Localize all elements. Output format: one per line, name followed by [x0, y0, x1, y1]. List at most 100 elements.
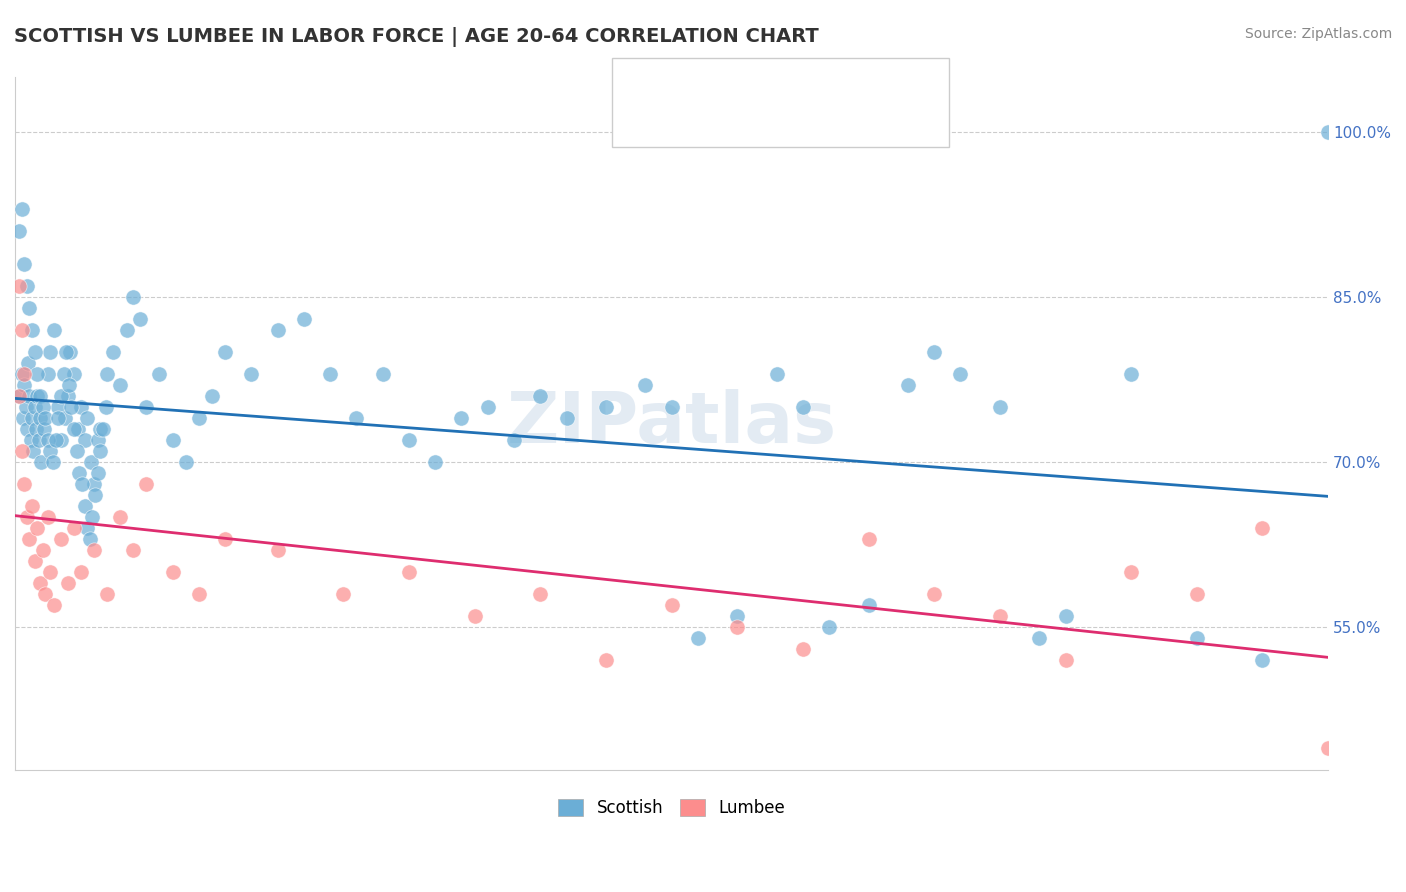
Point: [477, 401, 499, 415]
Point: [18, 301, 41, 316]
Point: [7, 389, 30, 403]
Point: [13, 257, 35, 271]
Point: [266, 543, 288, 558]
Point: [765, 368, 787, 382]
Point: [187, 411, 209, 425]
Point: [858, 598, 880, 612]
Text: ZIPatlas: ZIPatlas: [506, 389, 837, 458]
Point: [27, 368, 49, 382]
Point: [240, 368, 263, 382]
Point: [66, 444, 89, 458]
Point: [73, 499, 96, 513]
Point: [661, 598, 683, 612]
Point: [76, 521, 98, 535]
Point: [725, 609, 748, 624]
Point: [792, 401, 814, 415]
Point: [49, 434, 72, 448]
Point: [58, 378, 80, 392]
Point: [18, 389, 41, 403]
Point: [56, 389, 79, 403]
Point: [503, 434, 526, 448]
Point: [89, 444, 111, 458]
Point: [174, 455, 197, 469]
Point: [84, 488, 107, 502]
Point: [15, 422, 38, 436]
Point: [69, 565, 91, 579]
Point: [67, 466, 90, 480]
Point: [818, 620, 841, 634]
Point: [91, 422, 114, 436]
Point: [1317, 125, 1340, 139]
Point: [858, 532, 880, 546]
Point: [73, 434, 96, 448]
Point: [162, 565, 184, 579]
Point: [10, 202, 32, 217]
Text: 114: 114: [858, 70, 896, 88]
Point: [398, 565, 420, 579]
Point: [56, 576, 79, 591]
Point: [49, 389, 72, 403]
Legend: Scottish, Lumbee: Scottish, Lumbee: [551, 792, 792, 824]
Point: [10, 444, 32, 458]
Text: SCOTTISH VS LUMBEE IN LABOR FORCE | AGE 20-64 CORRELATION CHART: SCOTTISH VS LUMBEE IN LABOR FORCE | AGE …: [14, 27, 818, 46]
Point: [27, 389, 49, 403]
Point: [24, 554, 46, 568]
Point: [10, 323, 32, 337]
Point: [1251, 521, 1274, 535]
Point: [76, 411, 98, 425]
Point: [39, 565, 62, 579]
Point: [115, 323, 138, 337]
Point: [24, 345, 46, 359]
Point: [25, 422, 48, 436]
Point: [83, 543, 105, 558]
Point: [897, 378, 920, 392]
Point: [28, 576, 51, 591]
Point: [39, 444, 62, 458]
Point: [82, 510, 104, 524]
Point: [135, 401, 157, 415]
Point: [686, 631, 709, 645]
Point: [24, 401, 46, 415]
Point: [1251, 653, 1274, 667]
Point: [79, 532, 101, 546]
Point: [128, 312, 150, 326]
Point: [922, 345, 945, 359]
Point: [83, 477, 105, 491]
Point: [14, 401, 37, 415]
Point: [425, 455, 447, 469]
Point: [39, 345, 62, 359]
Point: [17, 356, 39, 370]
Text: N =: N =: [815, 70, 855, 88]
Point: [59, 345, 82, 359]
Text: R =: R =: [671, 106, 710, 124]
Point: [21, 323, 44, 337]
Point: [988, 401, 1011, 415]
Point: [555, 411, 578, 425]
Point: [37, 510, 59, 524]
Point: [94, 401, 117, 415]
Point: [7, 279, 30, 293]
Point: [122, 290, 145, 304]
Point: [66, 422, 89, 436]
Point: [214, 532, 236, 546]
Point: [922, 587, 945, 601]
Point: [661, 401, 683, 415]
Point: [1317, 741, 1340, 756]
Point: [7, 389, 30, 403]
Point: [13, 378, 35, 392]
Point: [201, 389, 224, 403]
Point: [37, 434, 59, 448]
Point: [1185, 631, 1208, 645]
Point: [63, 368, 86, 382]
Text: 0.100: 0.100: [717, 70, 780, 88]
Point: [28, 411, 51, 425]
Point: [162, 434, 184, 448]
Text: R =: R =: [671, 70, 710, 88]
Point: [266, 323, 288, 337]
Point: [15, 279, 38, 293]
Point: [595, 401, 617, 415]
Point: [89, 422, 111, 436]
Point: [87, 434, 110, 448]
Point: [63, 521, 86, 535]
Point: [108, 378, 131, 392]
